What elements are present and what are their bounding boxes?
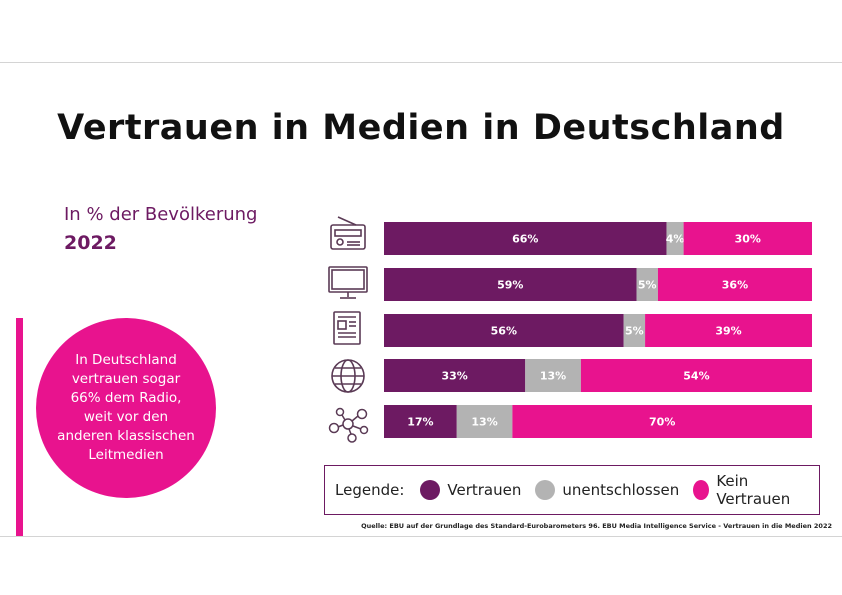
data-label-kein-vertrauen-1: 36%: [722, 279, 748, 292]
data-label-vertrauen-4: 17%: [407, 416, 433, 429]
tv-icon: [326, 262, 370, 302]
bar-unentschlossen-4: [456, 405, 513, 438]
data-label-kein-vertrauen-3: 54%: [683, 370, 709, 383]
bar-unentschlossen-1: [636, 268, 658, 301]
legend-item-kein-vertrauen: Kein Vertrauen: [693, 472, 805, 508]
bar-kein-vertrauen-1: [657, 268, 812, 301]
legend-label-unentschlossen: unentschlossen: [562, 481, 680, 499]
data-label-vertrauen-2: 56%: [491, 325, 517, 338]
accent-bar: [16, 318, 23, 536]
chart-subtitle: In % der Bevölkerung: [64, 204, 258, 225]
data-label-unentschlossen-3: 13%: [540, 370, 566, 383]
data-label-unentschlossen-2: 5%: [625, 325, 644, 338]
frame-bottom-line: [0, 536, 842, 537]
bar-vertrauen-4: [384, 405, 457, 438]
bar-vertrauen-1: [384, 268, 637, 301]
chart-year: 2022: [64, 232, 117, 254]
callout-circle: In Deutschland vertrauen sogar 66% dem R…: [36, 318, 216, 498]
data-label-unentschlossen-1: 5%: [638, 279, 657, 292]
legend-title: Legende:: [335, 481, 405, 499]
data-label-vertrauen-3: 33%: [441, 370, 467, 383]
callout-text: In Deutschland vertrauen sogar 66% dem R…: [57, 352, 195, 463]
bar-vertrauen-0: [384, 222, 667, 255]
social-network-icon: [326, 404, 370, 444]
legend-item-vertrauen: Vertrauen: [420, 480, 521, 500]
bar-kein-vertrauen-2: [645, 314, 812, 347]
legend-swatch-kein-vertrauen: [693, 480, 710, 500]
data-label-kein-vertrauen-2: 39%: [715, 325, 741, 338]
source-note: Quelle: EBU auf der Grundlage des Standa…: [361, 522, 832, 530]
bar-vertrauen-3: [384, 359, 526, 392]
legend-swatch-unentschlossen: [535, 480, 556, 500]
data-label-unentschlossen-0: 4%: [666, 233, 685, 246]
slide-title: Vertrauen in Medien in Deutschland: [57, 108, 785, 148]
data-label-kein-vertrauen-0: 30%: [735, 233, 761, 246]
bar-kein-vertrauen-4: [512, 405, 812, 438]
legend: Legende: Vertrauen unentschlossen Kein V…: [324, 465, 820, 515]
data-label-vertrauen-1: 59%: [497, 279, 523, 292]
bar-kein-vertrauen-0: [683, 222, 812, 255]
legend-label-vertrauen: Vertrauen: [447, 481, 522, 499]
bar-unentschlossen-3: [525, 359, 581, 392]
data-label-kein-vertrauen-4: 70%: [649, 416, 675, 429]
radio-icon: [326, 214, 370, 254]
legend-label-kein-vertrauen: Kein Vertrauen: [716, 472, 791, 508]
frame-top-line: [0, 62, 842, 63]
newspaper-icon: [326, 308, 370, 348]
legend-swatch-vertrauen: [420, 480, 441, 500]
data-label-unentschlossen-4: 13%: [471, 416, 497, 429]
bar-kein-vertrauen-3: [580, 359, 812, 392]
data-label-vertrauen-0: 66%: [512, 233, 538, 246]
bar-unentschlossen-2: [623, 314, 646, 347]
bar-unentschlossen-0: [666, 222, 684, 255]
bar-vertrauen-2: [384, 314, 624, 347]
legend-item-unentschlossen: unentschlossen: [535, 480, 679, 500]
globe-icon: [326, 356, 370, 396]
